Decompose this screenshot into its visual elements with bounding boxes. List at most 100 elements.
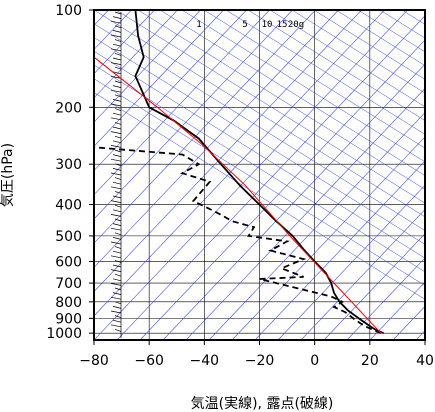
wind-barb <box>112 154 122 157</box>
skewed-isotherm <box>254 160 425 340</box>
skewed-isotherm <box>94 10 293 220</box>
wind-barb <box>110 103 122 107</box>
wind-barb <box>112 292 122 295</box>
wind-barb <box>112 223 122 226</box>
wind-barb <box>114 260 122 263</box>
wind-barb <box>112 181 122 185</box>
dry-adiabat <box>137 10 425 190</box>
mixing-ratio-labels: 1 5 10 15 20g <box>196 20 304 30</box>
wind-barb <box>112 237 122 240</box>
skewed-isotherm <box>369 281 425 340</box>
y-tick-label: 200 <box>55 100 82 116</box>
dry-adiabat <box>94 10 425 218</box>
wind-barbs <box>110 11 122 338</box>
wind-barb <box>110 20 122 24</box>
skewed-isotherm <box>346 257 425 340</box>
skewed-isotherm <box>139 39 425 340</box>
wind-barb <box>112 319 122 323</box>
mixing-ratio-label: 10 <box>262 20 273 30</box>
x-tick-label: −80 <box>79 353 109 369</box>
mixing-ratio-label: 5 <box>242 20 247 30</box>
x-tick-label: −20 <box>245 353 275 369</box>
wind-barb <box>112 140 122 144</box>
wind-barb <box>112 85 122 88</box>
wind-barb <box>114 66 122 70</box>
dry-adiabat <box>269 10 425 108</box>
skewed-isotherm <box>94 10 408 340</box>
wind-barb <box>110 131 122 134</box>
dry-adiabat <box>94 64 425 273</box>
wind-barb <box>114 315 122 318</box>
wind-barb <box>114 39 122 42</box>
skewed-isotherm <box>94 10 247 171</box>
dry-adiabat <box>115 10 425 204</box>
wind-barb <box>112 250 122 254</box>
wind-barb <box>112 168 122 171</box>
wind-barb <box>112 30 122 33</box>
temperature-line <box>134 10 384 335</box>
dewpoint-line <box>94 146 382 335</box>
skewed-isotherm <box>116 15 425 340</box>
wind-barb <box>112 264 122 268</box>
wind-barb <box>110 241 122 245</box>
wind-barb <box>110 227 122 231</box>
dry-adiabat <box>401 10 425 25</box>
wind-barb <box>114 149 122 153</box>
wind-barb <box>110 76 122 79</box>
wind-barb <box>112 99 122 102</box>
wind-barb <box>110 255 122 259</box>
wind-barb <box>114 232 122 236</box>
dry-adiabat <box>94 92 425 300</box>
wind-barb <box>110 48 122 52</box>
mixing-ratio-label: 1 <box>196 20 201 30</box>
y-tick-label: 700 <box>55 276 82 292</box>
skewed-isotherm <box>277 184 425 340</box>
wind-barb <box>112 71 122 75</box>
dry-adiabat <box>379 10 425 39</box>
y-axis-title: 気圧(hPa) <box>0 143 16 207</box>
wind-barb <box>114 135 122 139</box>
wind-barb <box>110 283 122 286</box>
skewed-isotherm <box>185 88 425 340</box>
wind-barb <box>114 53 122 56</box>
wind-barb <box>110 117 122 121</box>
skewed-isotherm <box>94 10 201 123</box>
dry-adiabat <box>291 10 425 94</box>
y-tick-label: 500 <box>55 229 82 245</box>
x-tick-label: 40 <box>416 353 434 369</box>
wind-barb <box>114 329 122 332</box>
x-tick-label: 20 <box>361 353 379 369</box>
wind-barb <box>110 296 122 300</box>
wind-barb <box>110 200 122 203</box>
y-tick-label: 100 <box>55 3 82 19</box>
y-tick-label: 400 <box>55 198 82 214</box>
wind-barb <box>112 306 122 309</box>
skewed-isotherm <box>94 10 339 268</box>
wind-barb <box>112 126 122 130</box>
skewed-isotherm <box>323 233 425 340</box>
wind-barb <box>110 214 122 217</box>
y-tick-label: 600 <box>55 254 82 270</box>
skewed-isotherm <box>94 10 362 292</box>
parcel-line <box>94 56 382 334</box>
wind-barb <box>110 172 122 176</box>
wind-barb <box>112 209 122 213</box>
dry-adiabat <box>335 10 425 66</box>
wind-barb <box>112 57 122 61</box>
x-tick-label: −40 <box>190 353 220 369</box>
wind-barb <box>112 278 122 282</box>
wind-barb <box>112 112 122 116</box>
y-tick-label: 300 <box>55 157 82 173</box>
dry-adiabat <box>247 10 425 121</box>
skewed-isotherm <box>94 10 224 147</box>
wind-barb <box>110 324 122 328</box>
wind-barb <box>110 62 122 65</box>
skewed-isotherm <box>392 305 425 340</box>
x-tick-label: −60 <box>134 353 164 369</box>
wind-barb <box>112 43 122 47</box>
wind-barb <box>114 273 122 277</box>
dry-adiabat <box>203 10 425 149</box>
data-series <box>94 10 384 335</box>
dry-adiabat <box>94 37 425 245</box>
